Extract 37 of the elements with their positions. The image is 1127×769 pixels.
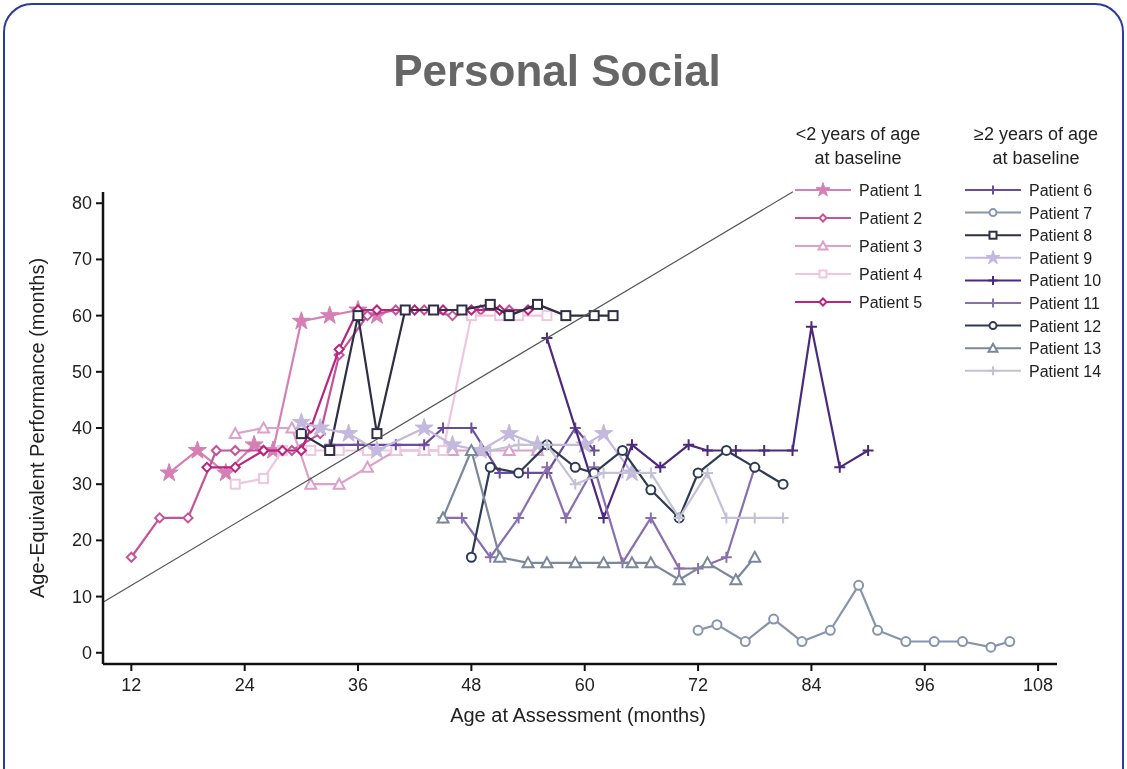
x-axis-title: Age at Assessment (months) [450, 704, 706, 726]
legend-label: Patient 5 [859, 294, 923, 311]
legend-label: Patient 2 [859, 210, 923, 227]
legend-label: Patient 1 [859, 182, 923, 199]
y-axis-title: Age-Equivalent Performance (months) [26, 257, 48, 599]
x-tick-label: 96 [914, 675, 935, 695]
legend-label: Patient 3 [859, 238, 923, 255]
x-tick-label: 48 [461, 675, 482, 695]
y-tick-label: 80 [71, 193, 92, 214]
legend-label: Patient 9 [1029, 249, 1093, 267]
x-tick-label: 24 [234, 675, 255, 695]
legend-label: Patient 7 [1029, 204, 1093, 222]
legend-label: Patient 14 [1029, 362, 1102, 380]
legend-label: Patient 10 [1029, 272, 1102, 290]
legend-label: Patient 11 [1029, 295, 1100, 312]
y-tick-label: 0 [81, 642, 92, 663]
y-tick-label: 40 [71, 418, 92, 438]
y-tick-label: 30 [71, 474, 92, 495]
chart-title: Personal Social [393, 46, 721, 95]
y-tick-label: 70 [71, 249, 92, 270]
text: <2 years of age at baseline [795, 124, 921, 168]
y-tick-label: 20 [71, 530, 92, 551]
x-tick-label: 12 [121, 675, 142, 695]
legend-label: Patient 12 [1029, 317, 1102, 335]
legend-label: Patient 8 [1029, 227, 1093, 245]
legend-label: Patient 13 [1029, 340, 1102, 358]
y-tick-label: 50 [71, 361, 92, 382]
x-tick-label: 84 [801, 675, 822, 695]
y-tick-label: 60 [71, 305, 92, 326]
x-tick-label: 108 [1023, 675, 1054, 695]
legend-label: Patient 6 [1029, 182, 1093, 199]
legend-label: Patient 4 [859, 266, 923, 283]
y-tick-label: 10 [71, 586, 92, 607]
x-tick-label: 72 [688, 675, 709, 695]
x-tick-label: 60 [574, 675, 595, 695]
x-tick-label: 36 [348, 675, 369, 695]
text: ≥2 years of age at baseline [974, 124, 1098, 168]
